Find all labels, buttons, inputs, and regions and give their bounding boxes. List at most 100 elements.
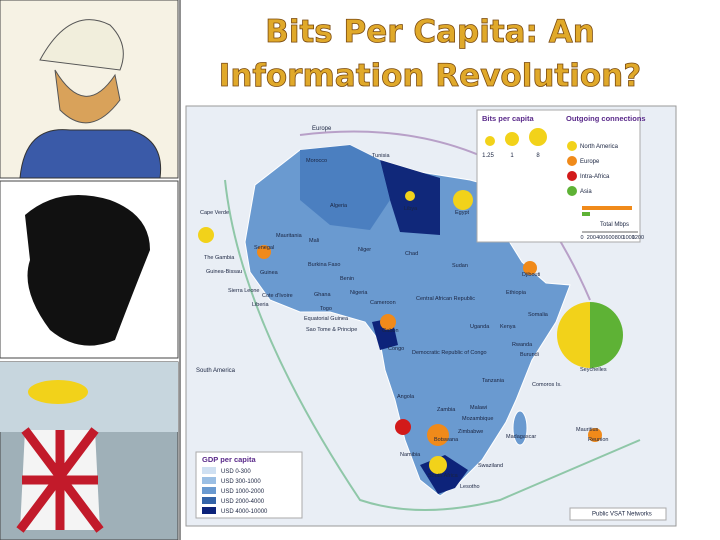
legend-label: USD 1000-2000 [221, 489, 265, 495]
mbps-tick-label: 200 [587, 235, 596, 241]
country-label: Swaziland [478, 463, 503, 469]
country-label: Cameroon [370, 300, 396, 306]
mbps-tick-label: 600 [605, 235, 614, 241]
country-label: Algeria [330, 203, 348, 209]
country-label: The Gambia [204, 255, 235, 261]
country-label: Cote d'Ivoire [262, 293, 293, 299]
country-label: Sudan [452, 263, 468, 269]
country-label: Nigeria [350, 290, 368, 296]
country-label: Malawi [470, 405, 487, 411]
country-label: Liberia [252, 302, 269, 308]
country-label: South Africa [428, 473, 459, 479]
country-label: Sao Tome & Principe [306, 327, 357, 333]
country-label: Lesotho [460, 484, 480, 490]
country-label: Mali [309, 238, 319, 244]
legend-pie [485, 136, 495, 146]
country-label: Mauritania [276, 233, 303, 239]
country-label: Ethiopia [506, 290, 527, 296]
country-label: Madagascar [506, 434, 536, 440]
madagascar [512, 410, 528, 446]
bits-pie [523, 261, 537, 275]
legend-label: North America [580, 144, 619, 150]
bits-pie [429, 456, 447, 474]
title-line: Bits Per Capita: An [265, 14, 595, 50]
legend-label: USD 0-300 [221, 469, 251, 475]
country-label: Central African Republic [416, 296, 475, 302]
country-label: Niger [358, 247, 371, 253]
country-label: Morocco [306, 158, 327, 164]
mbps-bar [582, 206, 632, 210]
helmet [39, 19, 124, 71]
legend-swatch [202, 507, 216, 514]
region-label: Europe [312, 126, 332, 132]
legend-label: Intra-Africa [580, 174, 610, 180]
country-label: Uganda [470, 324, 490, 330]
mbps-tick-label: 1000 [623, 235, 635, 241]
legend-swatch [202, 497, 216, 504]
country-label: Rwanda [512, 342, 533, 348]
legend-label: USD 300-1000 [221, 479, 261, 485]
country-label: Guinea-Bissau [206, 269, 242, 275]
bits-pie [380, 314, 396, 330]
legend-swatch [567, 141, 577, 151]
country-label: Senegal [254, 245, 274, 251]
gdp-legend: USD 0-300 USD 300-1000 USD 1000-2000 USD 20… [202, 467, 268, 515]
country-label: Mozambique [462, 416, 494, 422]
source-box [569, 507, 667, 521]
country-label: Zimbabwe [458, 429, 483, 435]
bits-pie [405, 191, 415, 201]
photo-column [0, 0, 179, 540]
country-label: Somalia [528, 312, 549, 318]
legend-box [476, 109, 641, 243]
country-label: Seychelles [580, 367, 607, 373]
legend-title: GDP per capita [202, 455, 256, 464]
bits-pie [588, 428, 602, 442]
country-label: Kenya [500, 324, 517, 330]
union-flag [16, 427, 104, 533]
country-label: Ghana [314, 292, 331, 298]
mbps-tick-label: 400 [596, 235, 605, 241]
country-label: Sierra Leone [228, 288, 260, 294]
legend-title: Outgoing connections [566, 114, 646, 123]
country-label: Guinea [260, 270, 279, 276]
legend-label: 1.25 [482, 153, 494, 159]
legend-swatch [567, 156, 577, 166]
country-label: Benin [340, 276, 354, 282]
country-label: Namibia [400, 452, 421, 458]
country-label: Congo [388, 346, 404, 352]
legend-pie [505, 132, 519, 146]
link-route [224, 179, 641, 511]
bits-pie [198, 227, 214, 243]
map: Europe South America Morocco Tunisia Algeria… [185, 105, 677, 527]
mbps-tick-label: 1200 [632, 235, 644, 241]
connections-legend: North America Europe Intra-Africa Asia [567, 141, 619, 196]
country-label: Angola [397, 394, 415, 400]
title-line: Information Revolution? [219, 58, 641, 94]
seychelles-pie [557, 302, 590, 368]
country-label: Gabon [382, 328, 399, 334]
sky [0, 362, 178, 432]
country-label: Zambia [437, 407, 456, 413]
source: Public VSAT Networks [592, 512, 652, 518]
legend-title: Bits per capita [482, 114, 535, 123]
country-label: Democratic Republic of Congo [412, 350, 487, 356]
country-label: Tanzania [482, 378, 505, 384]
legend-title: Total Mbps [600, 222, 629, 228]
legend-pie [529, 128, 547, 146]
algeria-region [300, 145, 390, 230]
legend-label: 8 [536, 153, 540, 159]
bits-pie [427, 424, 449, 446]
legend-swatch [202, 477, 216, 484]
country-label: Tunisia [372, 153, 390, 159]
legend-swatch [567, 171, 577, 181]
legend-label: Europe [580, 159, 600, 165]
legend-swatch [567, 186, 577, 196]
legend-swatch [202, 467, 216, 474]
country-label: Mauritius [576, 427, 599, 433]
country-label: Botswana [434, 437, 459, 443]
mbps-tick-label: 0 [580, 235, 583, 241]
africa-silhouette [25, 195, 150, 346]
country-label: Equatorial Guinea [304, 316, 349, 322]
